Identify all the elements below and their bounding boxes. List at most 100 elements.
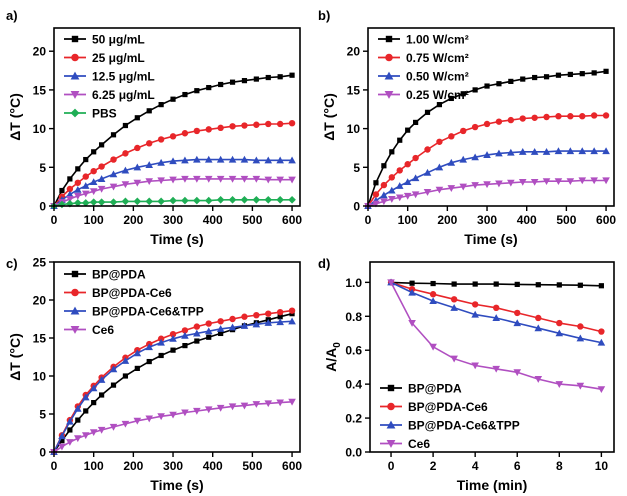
data-point bbox=[590, 112, 598, 119]
plot-frame bbox=[369, 261, 615, 453]
data-point bbox=[133, 163, 142, 171]
x-axis-label: Time (s) bbox=[150, 477, 203, 493]
y-axis-label: ΔT (°C) bbox=[7, 333, 23, 381]
data-point bbox=[169, 331, 177, 338]
data-point bbox=[424, 146, 431, 153]
data-point bbox=[448, 133, 455, 140]
legend-item: BP@PDA-Ce6 bbox=[64, 286, 172, 300]
data-point bbox=[59, 187, 65, 194]
data-point bbox=[109, 170, 118, 178]
data-point bbox=[276, 196, 284, 204]
legend-label: PBS bbox=[92, 107, 117, 121]
data-point bbox=[495, 180, 503, 188]
x-tick-label: 400 bbox=[203, 213, 223, 227]
data-point bbox=[389, 149, 395, 155]
data-point bbox=[182, 91, 188, 98]
y-tick-label: 5 bbox=[353, 161, 360, 175]
data-point bbox=[424, 109, 431, 115]
data-point bbox=[74, 199, 82, 207]
y-tick-label: 0 bbox=[353, 200, 360, 214]
data-point bbox=[450, 296, 458, 303]
data-point bbox=[373, 180, 379, 186]
data-point bbox=[74, 435, 82, 443]
data-point bbox=[133, 179, 142, 187]
data-point bbox=[134, 144, 141, 152]
data-point bbox=[590, 147, 598, 155]
data-point bbox=[58, 432, 66, 440]
y-tick-label: 0.0 bbox=[345, 446, 362, 460]
data-point bbox=[591, 70, 597, 76]
data-point bbox=[534, 376, 543, 383]
data-point bbox=[146, 140, 153, 147]
data-point bbox=[423, 189, 432, 196]
panel-b: b) 0 100 200 300 400 500 600 0 5 10 15 20 Time (s) ΔT … bbox=[318, 8, 616, 247]
data-point bbox=[396, 167, 403, 174]
data-point bbox=[579, 113, 586, 120]
data-point bbox=[216, 404, 225, 412]
data-point bbox=[253, 121, 260, 128]
data-point bbox=[566, 178, 575, 186]
data-point bbox=[450, 304, 458, 311]
data-point bbox=[204, 196, 213, 205]
legend-label: 0.50 W/cm² bbox=[406, 70, 469, 84]
data-point bbox=[121, 181, 130, 189]
data-point bbox=[66, 185, 74, 193]
data-point bbox=[408, 288, 416, 296]
data-point bbox=[240, 175, 249, 183]
data-point bbox=[216, 325, 225, 332]
data-point bbox=[405, 127, 411, 133]
data-point bbox=[403, 178, 412, 186]
data-point bbox=[146, 108, 152, 114]
data-point bbox=[578, 177, 587, 185]
legend-item: PBS bbox=[64, 107, 117, 121]
data-point bbox=[264, 400, 273, 408]
data-point bbox=[288, 119, 296, 127]
legend-label: 12.5 μg/mL bbox=[92, 70, 155, 84]
legend-marker bbox=[70, 90, 80, 99]
data-point bbox=[81, 393, 90, 401]
data-point bbox=[97, 175, 106, 182]
data-point bbox=[90, 167, 97, 175]
data-point bbox=[567, 113, 574, 120]
data-point bbox=[395, 182, 404, 189]
data-point bbox=[81, 182, 90, 189]
series-3 bbox=[387, 279, 606, 394]
data-point bbox=[252, 320, 261, 328]
data-point bbox=[411, 191, 420, 199]
data-point bbox=[412, 154, 419, 162]
legend-item: BP@PDA-Ce6 bbox=[380, 400, 488, 414]
legend-label: Ce6 bbox=[92, 323, 114, 337]
data-point bbox=[436, 102, 443, 108]
legend-label: Ce6 bbox=[408, 437, 430, 451]
data-point bbox=[229, 79, 236, 85]
y-axis-label: ΔT (°C) bbox=[321, 93, 337, 141]
data-point bbox=[252, 196, 261, 204]
x-tick-label: 0 bbox=[51, 213, 58, 227]
data-point bbox=[471, 123, 479, 131]
y-tick-label: 0.8 bbox=[345, 310, 362, 324]
data-point bbox=[109, 198, 118, 206]
data-point bbox=[66, 190, 74, 198]
data-point bbox=[252, 175, 261, 183]
data-point bbox=[288, 317, 296, 325]
data-point bbox=[66, 417, 74, 425]
data-point bbox=[372, 200, 380, 208]
data-point bbox=[110, 156, 117, 163]
y-tick-label: 0 bbox=[39, 200, 46, 214]
legend: BP@PDA BP@PDA-Ce6 BP@PDA-Ce6&TPP Ce6 bbox=[380, 382, 520, 451]
data-point bbox=[535, 314, 542, 322]
data-point bbox=[598, 328, 605, 335]
legend-item: Ce6 bbox=[64, 323, 114, 337]
data-point bbox=[228, 403, 237, 411]
data-point bbox=[169, 196, 177, 205]
data-point bbox=[388, 195, 396, 203]
data-point bbox=[276, 156, 284, 164]
data-point bbox=[169, 334, 177, 342]
data-point bbox=[277, 314, 283, 320]
data-point bbox=[603, 68, 609, 74]
data-point bbox=[98, 163, 105, 170]
data-point bbox=[380, 198, 388, 206]
series-3 bbox=[364, 177, 610, 210]
data-point bbox=[181, 331, 189, 339]
data-point bbox=[83, 156, 89, 163]
